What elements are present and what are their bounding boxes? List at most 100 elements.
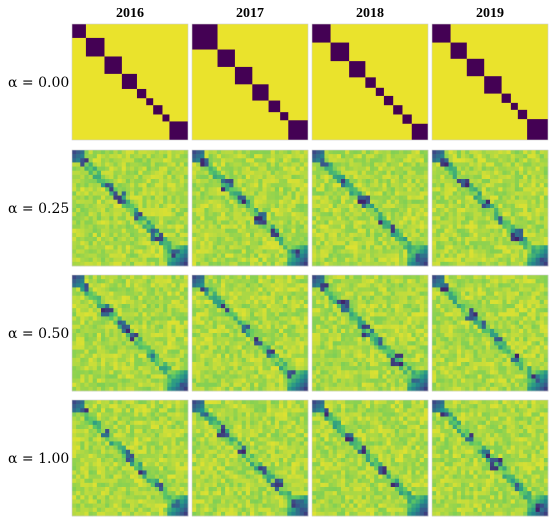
heatmap-cell xyxy=(258,187,263,192)
heatmap-cell xyxy=(274,345,280,350)
heatmap-cell xyxy=(208,191,214,196)
heatmap-cell xyxy=(88,345,94,350)
heatmap-cell xyxy=(266,249,272,254)
heatmap-cell xyxy=(316,304,321,309)
heatmap-cell xyxy=(324,224,329,230)
heatmap-cell xyxy=(241,308,247,313)
heatmap-cell xyxy=(142,150,147,155)
heatmap-cell xyxy=(510,195,516,201)
heatmap-cell xyxy=(481,154,487,159)
heatmap-cell xyxy=(163,224,168,230)
heatmap-cell xyxy=(506,253,512,259)
heatmap-cell xyxy=(303,386,309,392)
heatmap-cell xyxy=(411,162,416,167)
heatmap-cell xyxy=(163,374,168,379)
heatmap-cell xyxy=(146,283,152,288)
heatmap-cell xyxy=(196,245,201,250)
heatmap-cell xyxy=(88,170,94,176)
heatmap-cell xyxy=(328,253,334,259)
heatmap-cell xyxy=(519,166,524,172)
heatmap-cell xyxy=(146,374,152,379)
heatmap-cell xyxy=(320,224,325,230)
heatmap-cell xyxy=(150,241,156,246)
heatmap-cell xyxy=(361,249,367,254)
heatmap-cell xyxy=(150,341,156,346)
heatmap-cell xyxy=(225,370,230,375)
heatmap-cell xyxy=(150,245,156,250)
heatmap-cell xyxy=(303,195,309,201)
heatmap-cell xyxy=(125,162,131,167)
heatmap-cell xyxy=(287,208,292,213)
heatmap-cell xyxy=(154,279,160,284)
heatmap-cell xyxy=(370,162,375,167)
heatmap-cell xyxy=(274,366,280,371)
heatmap-cell xyxy=(303,212,309,217)
heatmap-cell xyxy=(245,183,251,188)
heatmap-cell xyxy=(444,162,449,167)
heatmap-cell xyxy=(233,370,238,375)
heatmap-cell xyxy=(262,312,267,317)
heatmap-cell xyxy=(510,179,516,184)
heatmap-cell xyxy=(469,220,474,225)
heatmap-cell xyxy=(101,187,106,192)
heatmap-cell xyxy=(171,195,176,201)
heatmap-cell xyxy=(125,170,131,176)
heatmap-cell xyxy=(349,245,354,250)
heatmap-cell xyxy=(250,279,255,284)
heatmap-cell xyxy=(134,249,139,254)
heatmap-cell xyxy=(84,328,89,334)
heatmap-cell xyxy=(299,224,305,230)
heatmap-cell xyxy=(109,158,114,163)
heatmap-cell xyxy=(237,328,243,334)
heatmap-cell xyxy=(216,162,222,167)
heatmap-cell xyxy=(531,253,536,259)
heatmap-cell xyxy=(386,199,392,205)
heatmap-cell xyxy=(502,199,507,205)
heatmap-cell xyxy=(543,245,549,250)
heatmap-cell xyxy=(204,357,209,363)
heatmap-cell xyxy=(221,245,226,250)
heatmap-cell xyxy=(163,304,168,309)
heatmap-cell xyxy=(531,191,536,196)
heatmap-cell xyxy=(138,378,143,384)
heatmap-cell xyxy=(279,199,284,205)
heatmap-cell xyxy=(490,174,495,180)
heatmap-cell xyxy=(134,357,139,363)
heatmap-cell xyxy=(163,316,168,321)
heatmap-cell xyxy=(477,237,483,242)
heatmap-cell xyxy=(258,345,263,350)
heatmap-cell xyxy=(183,224,189,230)
heatmap-cell xyxy=(262,191,267,196)
heatmap-cell xyxy=(291,386,296,392)
heatmap-cell xyxy=(519,183,524,188)
heatmap-cell xyxy=(423,283,429,288)
heatmap-cell xyxy=(295,203,301,209)
heatmap-cell xyxy=(270,224,276,230)
heatmap-cell xyxy=(510,241,516,246)
heatmap-cell xyxy=(419,212,425,217)
heatmap-cell xyxy=(535,183,541,188)
heatmap-cell xyxy=(279,195,284,201)
heatmap-cell xyxy=(279,283,284,288)
heatmap-cell xyxy=(279,179,284,184)
heatmap-cell xyxy=(138,224,143,230)
heatmap-cell xyxy=(477,154,483,159)
heatmap-cell xyxy=(254,212,259,217)
heatmap-cell xyxy=(233,154,238,159)
heatmap-cell xyxy=(266,370,272,375)
heatmap-cell xyxy=(233,291,238,297)
heatmap-cell xyxy=(423,203,429,209)
heatmap-cell xyxy=(382,158,387,163)
heatmap-cell xyxy=(506,162,512,167)
heatmap-cell xyxy=(494,174,499,180)
heatmap-cell xyxy=(394,295,400,301)
heatmap-cell xyxy=(88,212,94,217)
heatmap-cell xyxy=(283,287,288,292)
heatmap-cell xyxy=(80,199,85,205)
heatmap-cell xyxy=(328,295,334,301)
heatmap-cell xyxy=(498,191,503,196)
heatmap-cell xyxy=(262,341,267,346)
heatmap-cell xyxy=(167,162,172,167)
heatmap-cell xyxy=(345,203,350,209)
heatmap-cell xyxy=(221,170,226,176)
